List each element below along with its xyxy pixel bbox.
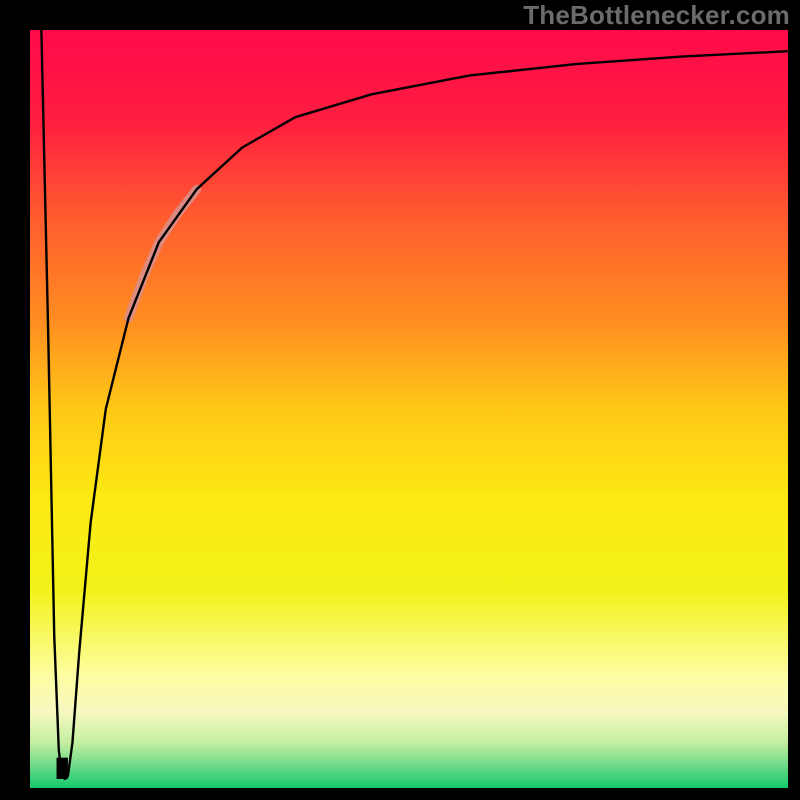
gradient-background bbox=[30, 30, 788, 788]
plot-area bbox=[30, 30, 788, 788]
watermark-label: TheBottlenecker.com bbox=[523, 0, 790, 31]
bottleneck-chart: TheBottlenecker.com bbox=[0, 0, 800, 800]
